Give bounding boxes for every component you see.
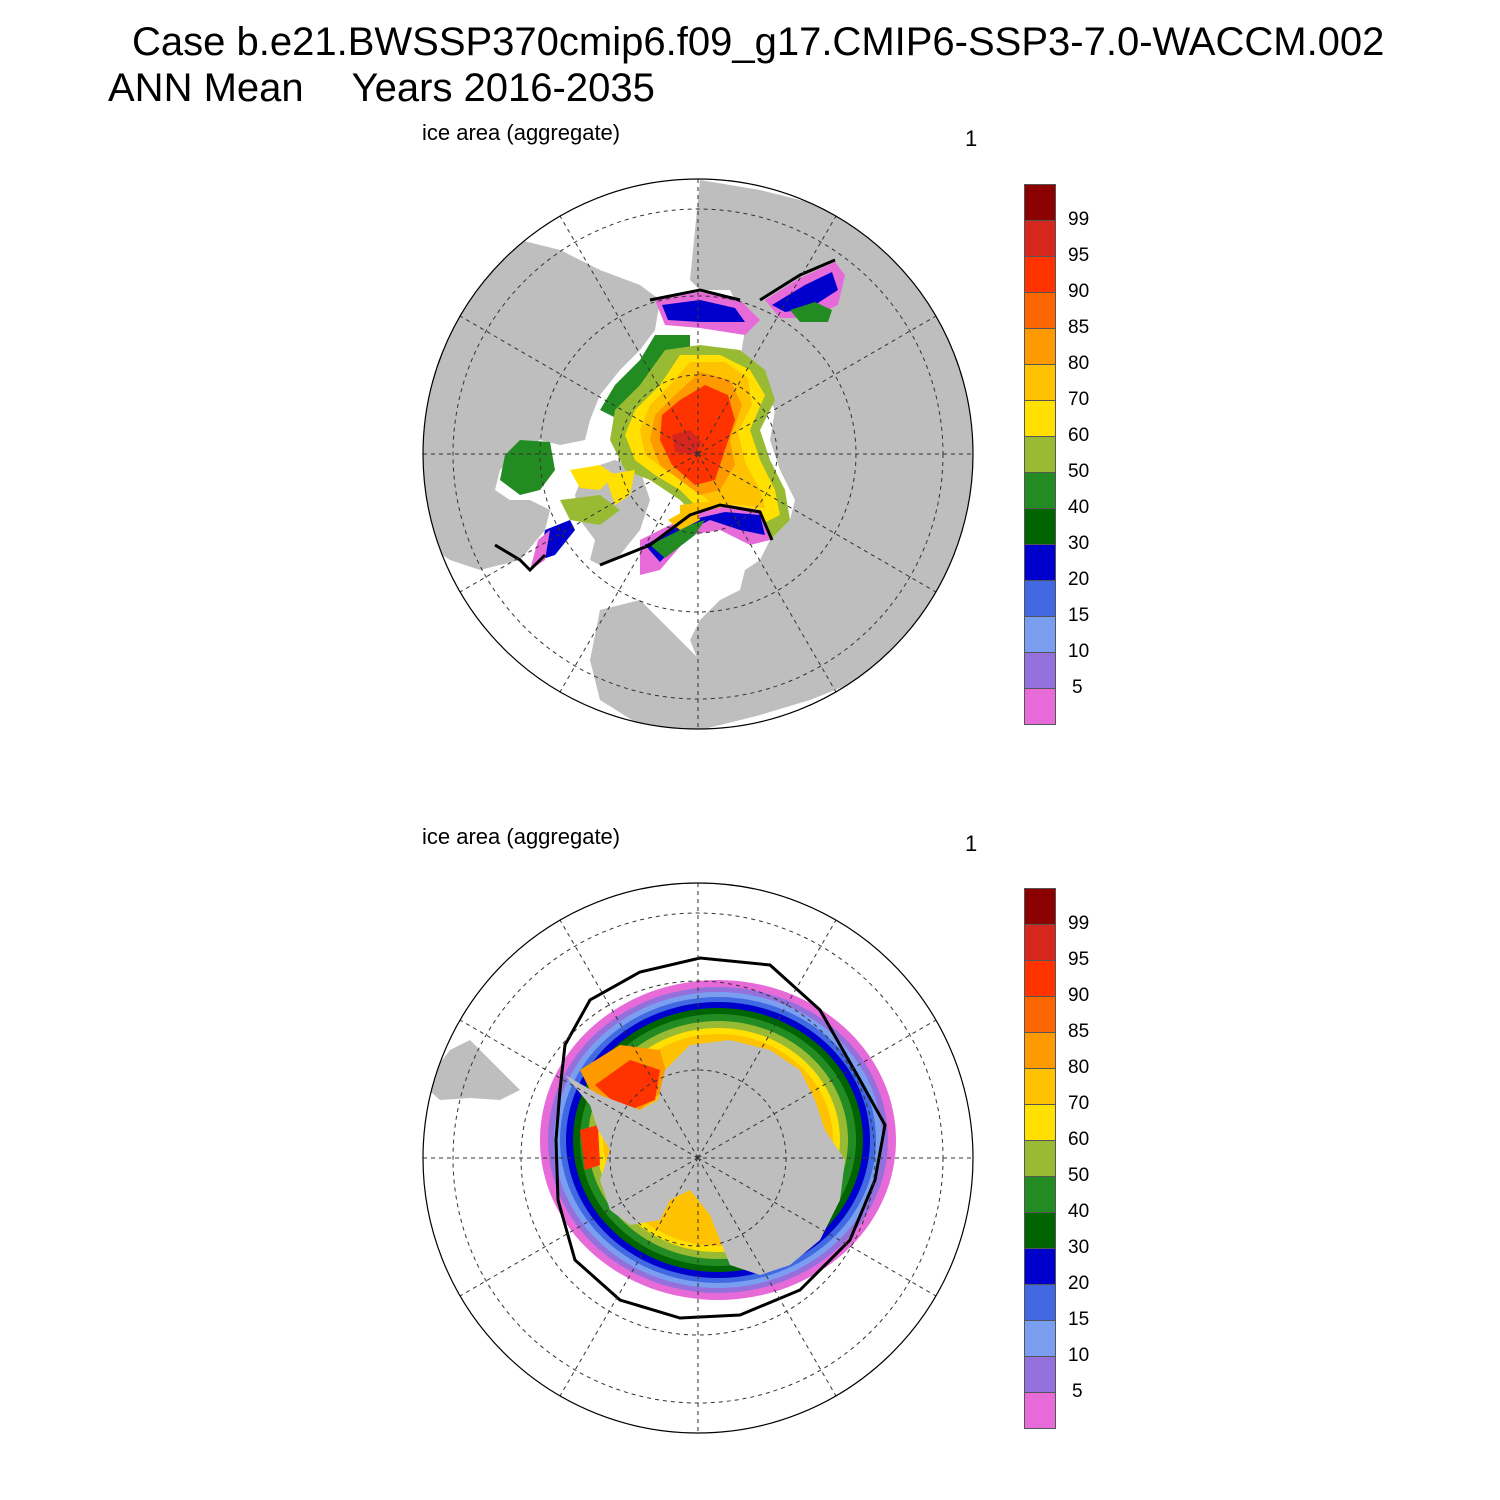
- colorbar-tick-label: 15: [1068, 1309, 1090, 1330]
- colorbar-swatch: [1024, 1212, 1056, 1249]
- colorbar-tick-label: 5: [1072, 1381, 1083, 1402]
- colorbar-tick-label: 40: [1068, 1201, 1090, 1222]
- south-panel-label: ice area (aggregate): [422, 824, 621, 849]
- colorbar-swatch: [1024, 1320, 1056, 1357]
- colorbar-swatch: [1024, 1104, 1056, 1141]
- colorbar-swatch: [1024, 888, 1056, 925]
- colorbar-tick-label: 85: [1068, 317, 1090, 338]
- north-panel-label: ice area (aggregate): [422, 120, 621, 145]
- south-land-south-america: [423, 1040, 520, 1100]
- colorbar-swatch: [1024, 544, 1056, 581]
- mean-label: ANN Mean: [108, 66, 304, 110]
- colorbar-tick-label: 70: [1068, 1093, 1090, 1114]
- colorbar-swatch: [1024, 1392, 1056, 1429]
- colorbar-swatch: [1024, 924, 1056, 961]
- colorbar-tick-label: 90: [1068, 985, 1090, 1006]
- colorbar-swatch: [1024, 508, 1056, 545]
- colorbar-tick-label: 95: [1068, 949, 1090, 970]
- colorbar-swatch: [1024, 996, 1056, 1033]
- colorbar-tick-label: 80: [1068, 353, 1090, 374]
- colorbar-swatch: [1024, 1140, 1056, 1177]
- colorbar-tick-label: 15: [1068, 605, 1090, 626]
- colorbar-tick-label: 80: [1068, 1057, 1090, 1078]
- north-panel-number: 1: [965, 126, 978, 151]
- colorbar-swatch: [1024, 1032, 1056, 1069]
- colorbar-swatch: [1024, 292, 1056, 329]
- colorbar-tick-label: 85: [1068, 1021, 1090, 1042]
- colorbar-swatch: [1024, 616, 1056, 653]
- colorbar-tick-label: 50: [1068, 1165, 1090, 1186]
- colorbar-tick-label: 10: [1068, 641, 1090, 662]
- period-title: ANN Mean Years 2016-2035: [108, 68, 655, 108]
- colorbar-tick-label: 99: [1068, 913, 1090, 934]
- colorbar-tick-label: 10: [1068, 1345, 1090, 1366]
- years-label: Years 2016-2035: [351, 66, 655, 110]
- colorbar-tick-label: 60: [1068, 425, 1090, 446]
- colorbar-swatch: [1024, 1068, 1056, 1105]
- colorbar-swatch: [1024, 364, 1056, 401]
- colorbar-tick-label: 70: [1068, 389, 1090, 410]
- colorbar-swatch: [1024, 256, 1056, 293]
- colorbar-tick-label: 20: [1068, 569, 1090, 590]
- colorbar-tick-label: 5: [1072, 677, 1083, 698]
- colorbar-tick-label: 40: [1068, 497, 1090, 518]
- colorbar-swatch: [1024, 436, 1056, 473]
- colorbar-tick-label: 50: [1068, 461, 1090, 482]
- colorbar-tick-label: 90: [1068, 281, 1090, 302]
- south-panel-number: 1: [965, 831, 978, 856]
- colorbar-swatch: [1024, 328, 1056, 365]
- colorbar-swatch: [1024, 220, 1056, 257]
- colorbar-swatch: [1024, 400, 1056, 437]
- colorbar-tick-label: 60: [1068, 1129, 1090, 1150]
- colorbar-tick-label: 30: [1068, 1237, 1090, 1258]
- colorbar-tick-label: 30: [1068, 533, 1090, 554]
- colorbar-swatch: [1024, 1176, 1056, 1213]
- colorbar-tick-label: 95: [1068, 245, 1090, 266]
- colorbar-swatch: [1024, 1284, 1056, 1321]
- colorbar-swatch: [1024, 652, 1056, 689]
- colorbar-swatch: [1024, 580, 1056, 617]
- colorbar-tick-label: 99: [1068, 209, 1090, 230]
- colorbar-swatch: [1024, 1356, 1056, 1393]
- colorbar-swatch: [1024, 960, 1056, 997]
- case-title: Case b.e21.BWSSP370cmip6.f09_g17.CMIP6-S…: [132, 20, 1385, 64]
- colorbar-swatch: [1024, 472, 1056, 509]
- colorbar-swatch: [1024, 688, 1056, 725]
- colorbar-swatch: [1024, 184, 1056, 221]
- north-land-eurasia-west: [423, 240, 660, 570]
- north-land-europe: [590, 600, 760, 729]
- colorbar-swatch: [1024, 1248, 1056, 1285]
- colorbar-tick-label: 20: [1068, 1273, 1090, 1294]
